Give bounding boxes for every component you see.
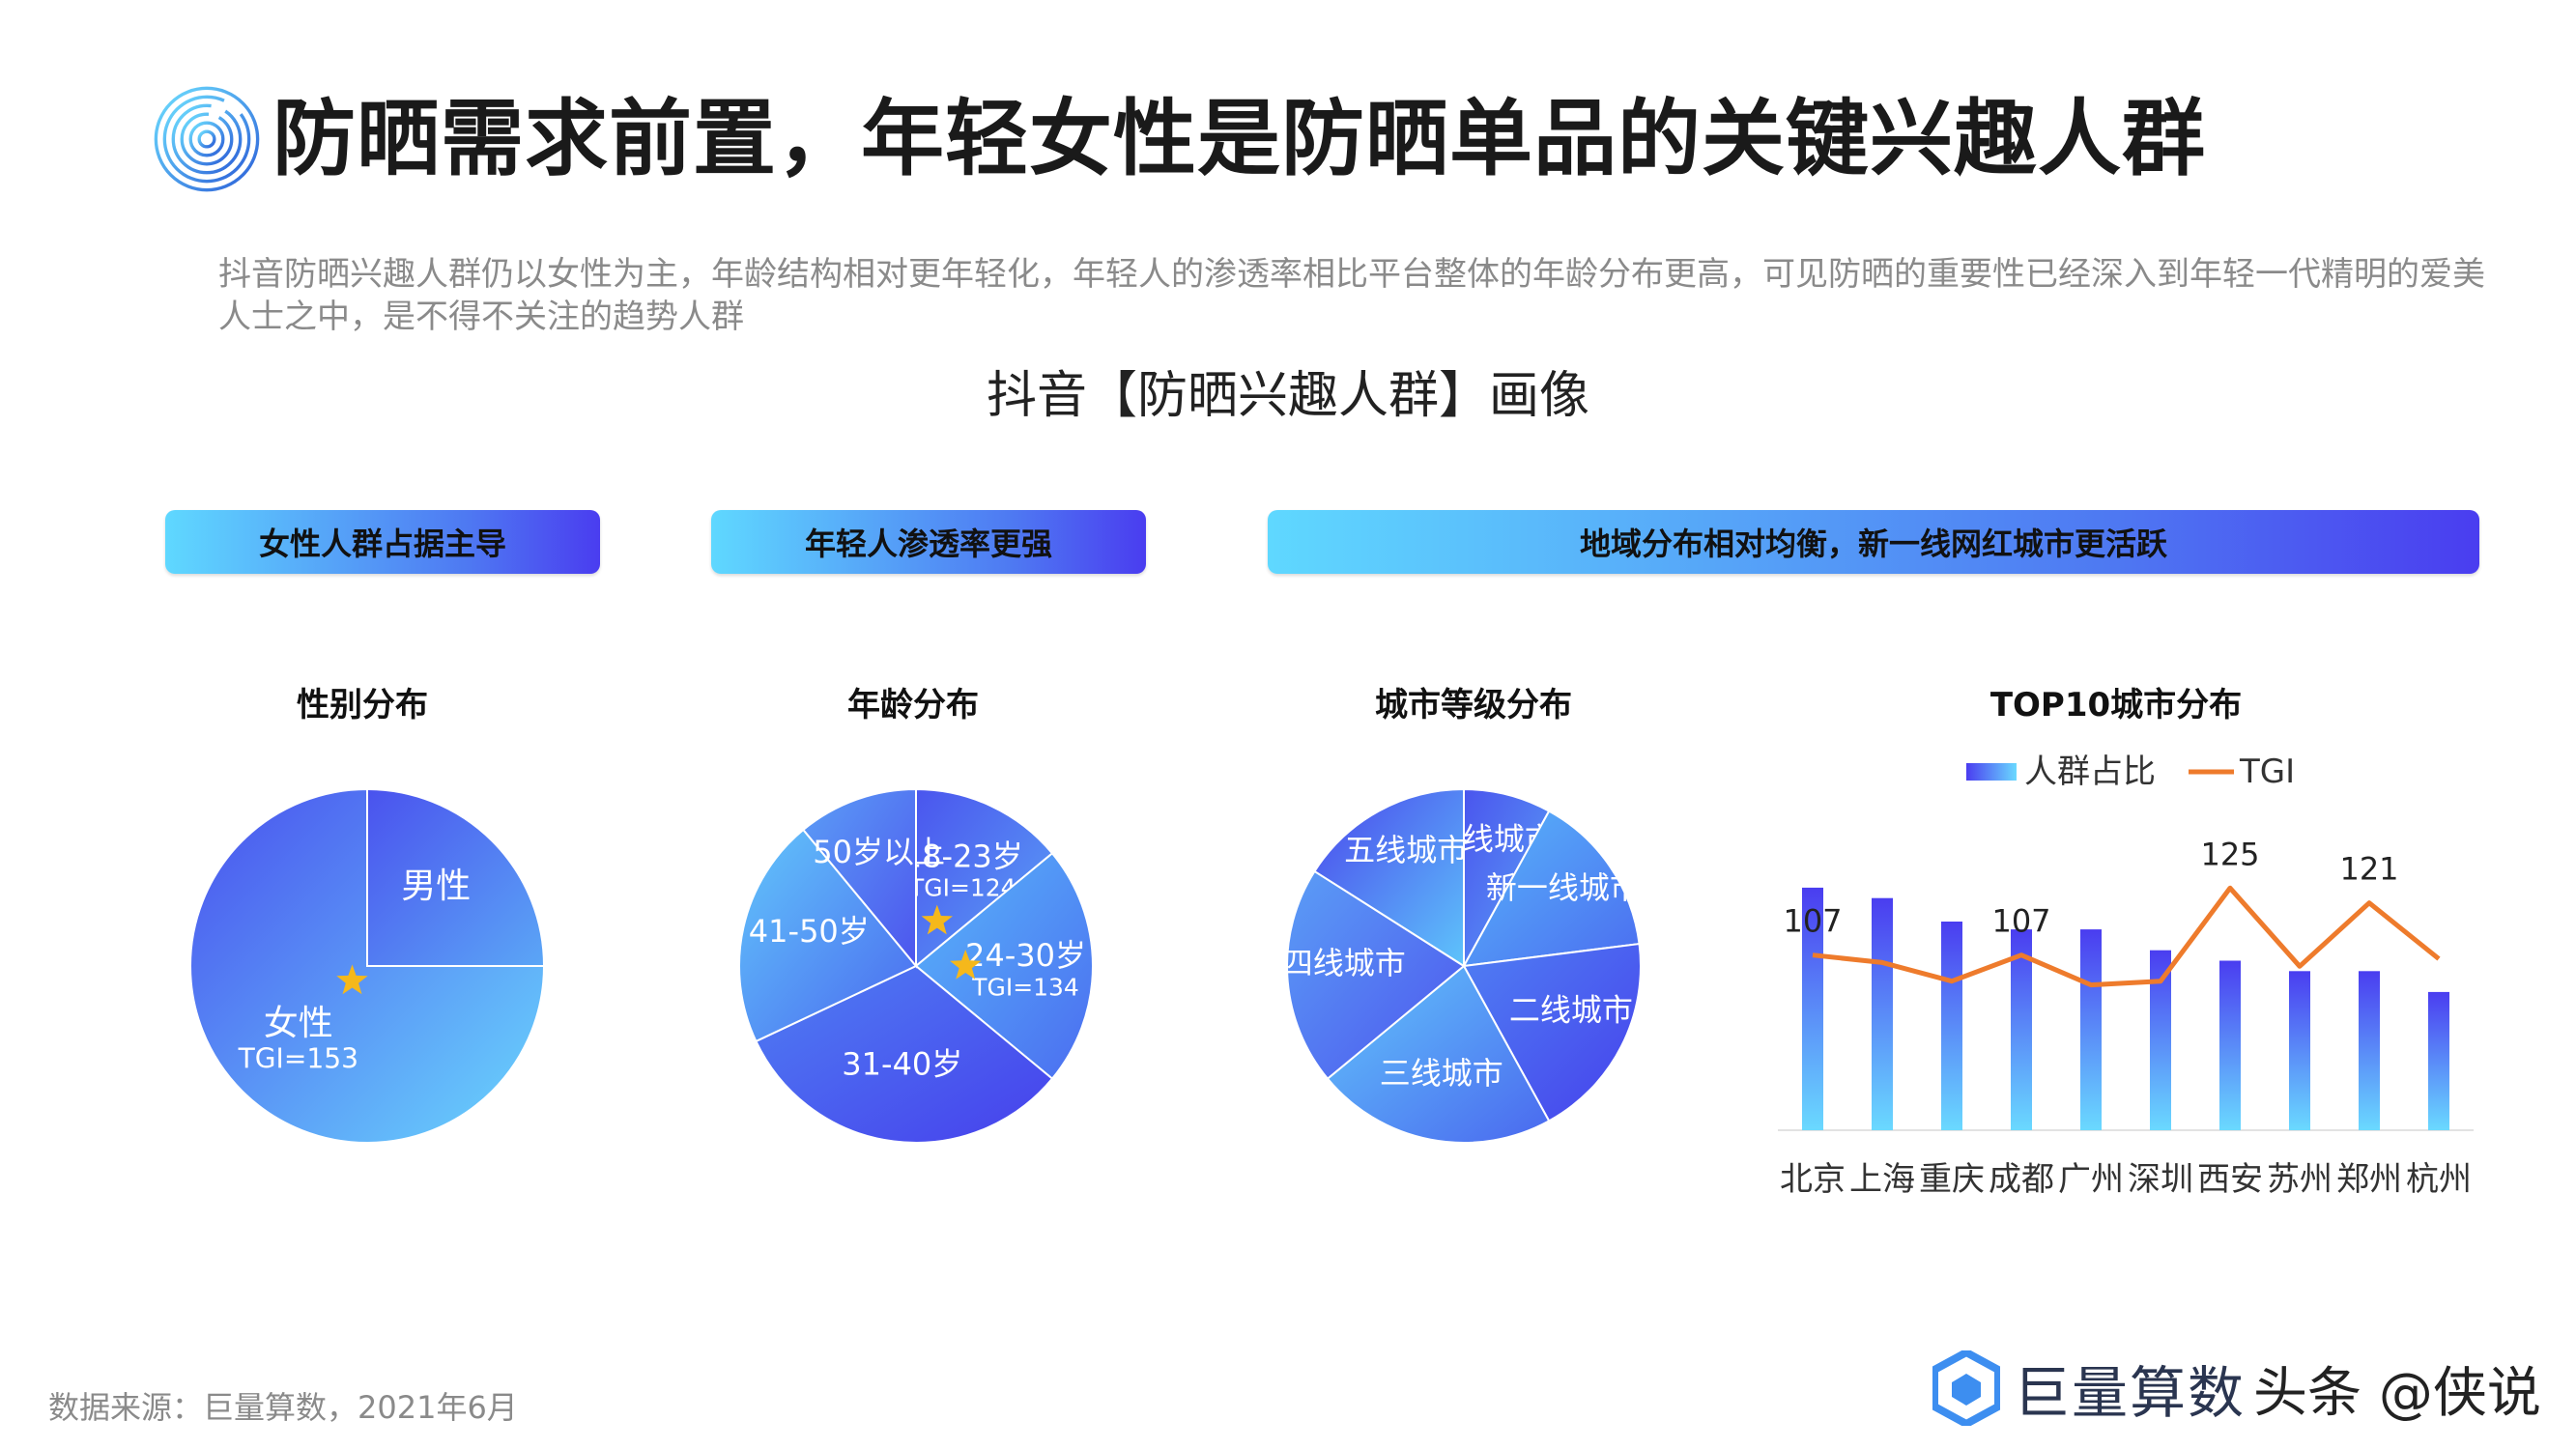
pie-slice <box>189 787 546 1144</box>
tgi-line <box>1812 885 2441 988</box>
pie-slice-label: 女性 <box>264 1004 333 1043</box>
pie-slice <box>1313 787 1465 968</box>
pie-slice <box>1326 964 1551 1144</box>
brand-name: 巨量算数 <box>2014 1360 2247 1426</box>
top10-city-bar-chart: 北京 上海 重庆 成都 广州 深圳 西安 苏州 郑州 杭州 107 107 125 121 人群占比 TGI <box>1778 753 2474 1199</box>
data-source-note: 数据来源：巨量算数，2021年6月 <box>48 1389 518 1426</box>
bar <box>2428 991 2449 1130</box>
banner-age-text: 年轻人渗透率更强 <box>804 526 1052 562</box>
pie-slice <box>1463 787 1551 967</box>
brand-cube-icon <box>1932 1350 2000 1426</box>
banner-region: 地域分布相对均衡，新一线网红城市更活跃 <box>1268 510 2479 574</box>
pie-slice <box>915 787 1054 969</box>
banner-gender: 女性人群占据主导 <box>165 510 600 574</box>
pie-slice-label: 男性 <box>401 867 471 906</box>
pie-slice-label: 50岁以上 <box>813 834 945 870</box>
pie-slice <box>366 787 546 967</box>
pie-slice <box>1286 869 1466 1081</box>
page-title: 防晒需求前置，年轻女性是防晒单品的关键兴趣人群 <box>272 91 2206 187</box>
age-chart-title: 年龄分布 <box>847 686 979 724</box>
highlight-star-icon <box>950 950 982 980</box>
bar <box>2080 929 2102 1130</box>
x-tick-label: 广州 <box>2058 1160 2124 1199</box>
bar <box>1872 897 1893 1130</box>
legend-line-label: TGI <box>2239 753 2295 791</box>
pie-slice <box>1462 810 1641 968</box>
pie-slice-label: 二线城市 <box>1509 992 1633 1029</box>
highlight-star-icon <box>921 904 953 935</box>
pie-slice-label: 24-30岁 <box>965 937 1086 974</box>
top10-chart-title: TOP10城市分布 <box>1989 686 2243 724</box>
pie-slice <box>755 964 1054 1144</box>
x-tick-label: 北京 <box>1780 1160 1846 1199</box>
banner-age: 年轻人渗透率更强 <box>711 510 1146 574</box>
highlight-star-icon <box>336 964 368 995</box>
bar <box>2219 960 2241 1130</box>
x-tick-label: 西安 <box>2197 1160 2263 1199</box>
banner-gender-text: 女性人群占据主导 <box>258 526 506 562</box>
x-tick-label: 上海 <box>1849 1160 1915 1199</box>
pie-slice <box>801 787 917 969</box>
page-subtitle: 抖音防晒兴趣人群仍以女性为主，年龄结构相对更年轻化，年轻人的渗透率相比平台整体的… <box>218 255 2485 336</box>
pie-slice-label: 四线城市 <box>1282 945 1406 981</box>
bar <box>2150 950 2171 1130</box>
pie-slice <box>1462 942 1642 1122</box>
tgi-data-label: 107 <box>1991 903 2050 940</box>
pie-slice-tgi-label: TGI=134 <box>971 973 1078 1001</box>
pie-slice-label: 31-40岁 <box>842 1046 962 1083</box>
bar <box>2359 971 2380 1130</box>
watermark-text: 头条 @侠说 <box>2253 1361 2541 1425</box>
tgi-data-label: 121 <box>2339 851 2398 888</box>
banner-region-text: 地域分布相对均衡，新一线网红城市更活跃 <box>1579 526 2167 562</box>
tgi-data-label: 125 <box>2200 836 2259 872</box>
figure-title: 抖音【防晒兴趣人群】画像 <box>986 367 1589 425</box>
pie-slice <box>914 851 1094 1081</box>
city-tier-chart-title: 城市等级分布 <box>1375 686 1572 724</box>
pie-slice-label: 五线城市 <box>1344 832 1468 868</box>
bar <box>2289 971 2310 1130</box>
bar <box>1941 922 1962 1130</box>
legend-bar-swatch <box>1966 763 2017 781</box>
bar <box>1802 887 1823 1130</box>
pie-slice <box>738 828 918 1043</box>
x-tick-label: 苏州 <box>2267 1160 2333 1199</box>
tgi-data-label: 107 <box>1783 903 1842 940</box>
pie-slice-label: 41-50岁 <box>749 913 870 950</box>
brand-block: 巨量算数 头条 @侠说 <box>1932 1348 2541 1429</box>
x-tick-label: 成都 <box>1989 1160 2054 1199</box>
bar <box>2011 929 2032 1130</box>
legend-bar-label: 人群占比 <box>2024 753 2156 791</box>
x-tick-label: 郑州 <box>2336 1160 2402 1199</box>
x-tick-label: 深圳 <box>2128 1160 2193 1199</box>
brand-swirl-logo <box>154 86 260 192</box>
x-tick-label: 重庆 <box>1919 1160 1985 1199</box>
age-pie-chart: 18-23岁TGI=12424-30岁TGI=13431-40岁41-50岁50… <box>738 787 1094 1144</box>
pie-slice-label: 18-23岁 <box>902 838 1023 874</box>
x-tick-label: 杭州 <box>2406 1160 2472 1199</box>
gender-chart-title: 性别分布 <box>297 686 428 724</box>
pie-slice-tgi-label: TGI=153 <box>238 1042 358 1074</box>
pie-slice-label: 三线城市 <box>1380 1055 1503 1092</box>
pie-slice-label: 新一线城市 <box>1486 869 1641 906</box>
